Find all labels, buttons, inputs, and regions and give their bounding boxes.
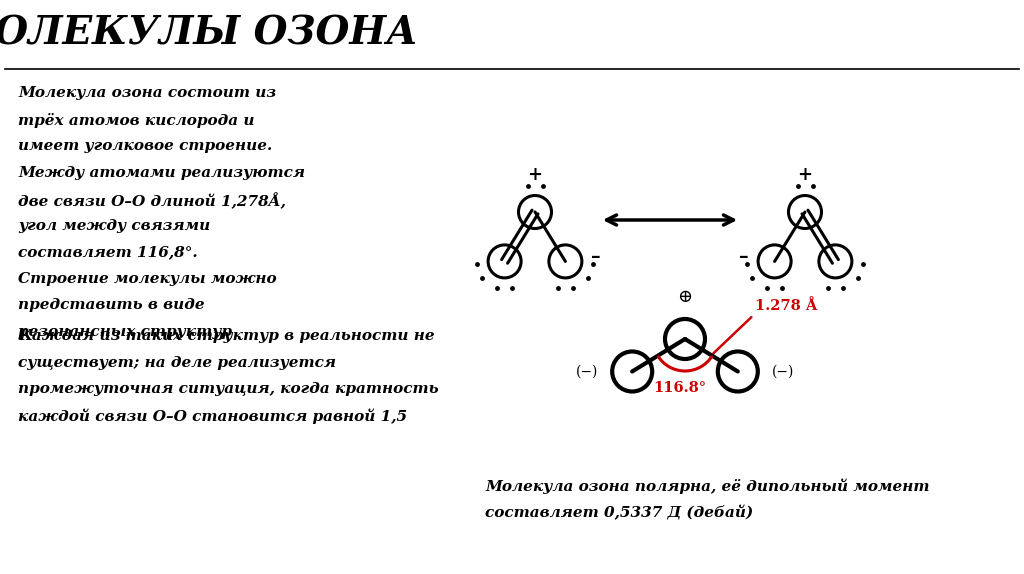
Text: СТРОЕНИЕ МОЛЕКУЛЫ ОЗОНА: СТРОЕНИЕ МОЛЕКУЛЫ ОЗОНА [0, 14, 418, 52]
Text: Каждая из таких структур в реальности не: Каждая из таких структур в реальности не [18, 329, 434, 343]
Text: трёх атомов кислорода и: трёх атомов кислорода и [18, 113, 255, 127]
Text: представить в виде: представить в виде [18, 298, 205, 312]
Text: составляет 0,5337 Д (дебай): составляет 0,5337 Д (дебай) [485, 505, 754, 520]
Text: Молекула озона состоит из: Молекула озона состоит из [18, 86, 276, 100]
Text: существует; на деле реализуется: существует; на деле реализуется [18, 355, 336, 370]
Text: Молекула озона полярна, её дипольный момент: Молекула озона полярна, её дипольный мом… [485, 478, 930, 494]
Text: Между атомами реализуются: Между атомами реализуются [18, 165, 305, 180]
Text: (−): (−) [772, 364, 795, 378]
Text: резонансных структур: резонансных структур [18, 324, 232, 339]
Text: ⊕: ⊕ [678, 288, 692, 306]
Text: промежуточная ситуация, когда кратность: промежуточная ситуация, когда кратность [18, 382, 438, 396]
Text: –: – [591, 249, 600, 266]
Text: составляет 116,8°.: составляет 116,8°. [18, 245, 198, 259]
Text: имеет уголковое строение.: имеет уголковое строение. [18, 139, 272, 153]
Text: +: + [527, 165, 543, 184]
Text: 1.278 Å: 1.278 Å [756, 299, 817, 313]
Text: 116.8°: 116.8° [653, 381, 707, 395]
Text: +: + [798, 165, 812, 184]
Text: каждой связи O–O становится равной 1,5: каждой связи O–O становится равной 1,5 [18, 409, 408, 424]
Text: две связи O–O длиной 1,278Å,: две связи O–O длиной 1,278Å, [18, 192, 286, 209]
Text: угол между связями: угол между связями [18, 219, 210, 232]
Text: –: – [739, 249, 750, 266]
Text: (−): (−) [575, 364, 598, 378]
Text: Строение молекулы можно: Строение молекулы можно [18, 272, 276, 285]
